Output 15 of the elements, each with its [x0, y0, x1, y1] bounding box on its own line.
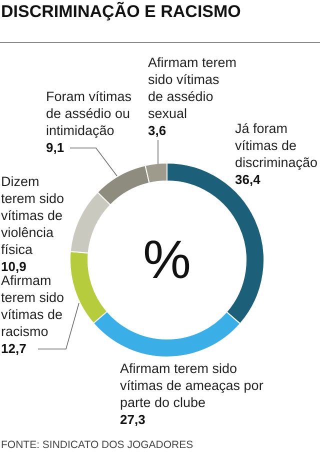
text: % — [142, 230, 192, 290]
data-label: 36,4 — [235, 172, 262, 187]
data-label: 27,3 — [120, 412, 146, 427]
data-label: 3,6 — [148, 123, 166, 138]
slice-label: Afirmam terem sido vítimas de racismo — [1, 273, 64, 339]
data-label: 9,1 — [46, 140, 64, 155]
slice-label: Afirmam terem sido vítimas de assédio sexual — [148, 55, 237, 121]
chart-title: DISCRIMINAÇÃO E RACISMO — [1, 1, 241, 21]
slice-label: Já foram vítimas de discriminação — [235, 121, 318, 170]
slice-label: Dizem terem sido vítimas de violência física — [1, 174, 64, 257]
slice-label: Afirmam terem sido vítimas de ameaças por parte do clube — [120, 361, 264, 410]
data-label: 10,9 — [1, 259, 26, 274]
data-label: 12,7 — [1, 341, 26, 356]
source-note: FONTE: SINDICATO DOS JOGADORES — [1, 439, 194, 451]
slice-label: Foram vítimas de assédio ou intimidação — [46, 89, 132, 138]
